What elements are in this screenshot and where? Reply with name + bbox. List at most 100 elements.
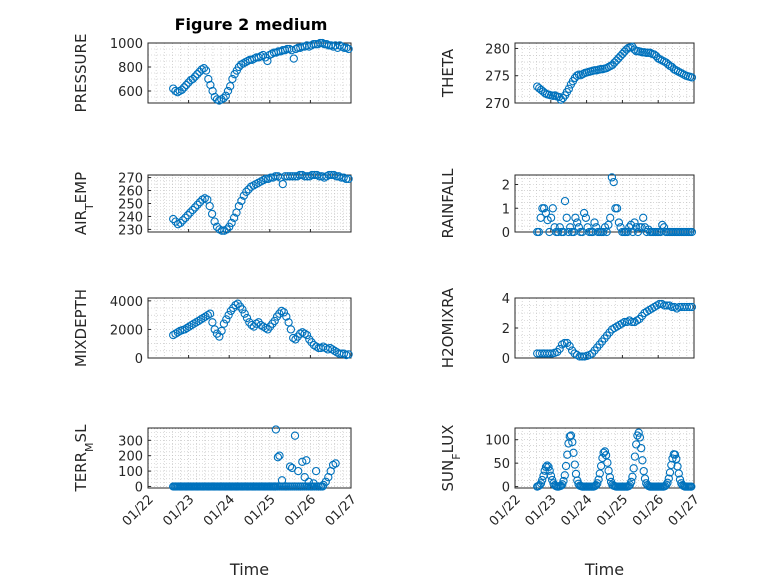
data-point (302, 330, 312, 340)
data-point (559, 227, 568, 237)
data-point (169, 330, 178, 340)
data-point (219, 319, 229, 328)
data-point (268, 319, 277, 328)
axes-2-ylabel: THETA (439, 48, 457, 98)
data-point (534, 227, 544, 237)
data-point (629, 464, 638, 473)
data-point (624, 481, 633, 491)
data-point (593, 479, 602, 488)
data-point (258, 50, 268, 60)
axes-8-xtick-label: 01/23 (523, 492, 560, 529)
data-point (263, 325, 272, 334)
data-point (289, 333, 298, 343)
data-point (627, 477, 636, 487)
data-point (287, 482, 297, 491)
data-point (283, 44, 292, 54)
axes-8-xtick-label: 01/24 (558, 492, 595, 529)
data-point (278, 179, 287, 189)
axes-2-ytick-label: 275 (485, 70, 510, 85)
data-point (594, 475, 603, 484)
data-point (612, 204, 622, 213)
data-point (562, 213, 571, 222)
data-point (201, 312, 210, 321)
data-point (183, 211, 192, 220)
data-point (328, 345, 337, 354)
data-point (282, 312, 291, 321)
data-point (181, 213, 190, 222)
axes-6-ytick-label: 4 (502, 292, 510, 307)
data-point (275, 309, 284, 318)
axes-5-markers (169, 299, 353, 360)
data-point (685, 302, 694, 312)
data-point (277, 306, 286, 316)
axes-7-ytick-label: 0 (135, 480, 143, 495)
data-point (229, 213, 239, 222)
axes-7-xtick-label: 01/25 (242, 492, 279, 529)
axes-4-ytick-label: 0 (502, 226, 510, 241)
data-point (186, 208, 195, 217)
data-point (664, 474, 673, 483)
axes-7-xtick-label: 01/24 (201, 492, 238, 529)
data-point (545, 466, 554, 475)
data-point (196, 315, 206, 324)
data-point (318, 482, 327, 491)
axes-8-ylabel: SUNFLUX (439, 425, 463, 492)
data-point (538, 475, 547, 485)
data-point (185, 322, 194, 331)
data-point (663, 478, 672, 487)
axes-7-xlabel: Time (229, 560, 269, 579)
data-point (187, 320, 196, 330)
data-point (572, 71, 582, 80)
axes-7-ytick-label: 200 (118, 450, 143, 465)
data-point (543, 461, 552, 470)
data-point (298, 328, 307, 337)
data-point (564, 84, 574, 93)
data-point (231, 300, 240, 310)
data-point (199, 313, 208, 323)
data-point (307, 338, 316, 347)
data-point (546, 471, 556, 480)
data-point (254, 318, 263, 327)
data-point (670, 450, 680, 459)
data-point (569, 448, 578, 457)
data-point (548, 204, 557, 213)
data-point (554, 92, 564, 102)
data-point (235, 302, 245, 311)
data-point (226, 82, 235, 91)
data-point (565, 341, 574, 351)
data-point (674, 469, 683, 478)
data-point (577, 352, 587, 361)
axes-3-ylabel: AIRTEMP (72, 172, 96, 235)
data-point (637, 444, 646, 453)
axes-1-ytick-label: 800 (118, 61, 143, 76)
data-point (275, 482, 285, 491)
data-point (591, 481, 601, 490)
data-point (217, 226, 227, 235)
data-point (270, 316, 279, 326)
axes-3-ytick-label: 240 (118, 210, 143, 225)
data-point (316, 482, 325, 491)
data-point (308, 482, 317, 491)
data-point (242, 187, 251, 196)
data-point (558, 93, 568, 103)
data-point (273, 453, 283, 462)
data-point (271, 425, 281, 434)
data-point (210, 217, 219, 226)
axes-1-ylabel: PRESSURE (72, 34, 90, 113)
axes-8-ytick-label: 0 (502, 481, 510, 496)
data-point (667, 460, 676, 470)
data-point (311, 466, 321, 476)
axes-4-ytick-label: 1 (502, 202, 510, 217)
data-point (247, 320, 256, 330)
data-point (228, 74, 237, 84)
data-point (628, 472, 637, 481)
data-point (550, 91, 560, 100)
data-point (687, 73, 697, 82)
data-point (546, 213, 556, 222)
data-point (590, 218, 599, 227)
data-point (190, 72, 200, 81)
axes-1-ytick-label: 600 (118, 85, 143, 100)
axes-4-ytick-label: 2 (502, 179, 510, 194)
data-point (182, 323, 192, 333)
data-point (535, 481, 544, 490)
